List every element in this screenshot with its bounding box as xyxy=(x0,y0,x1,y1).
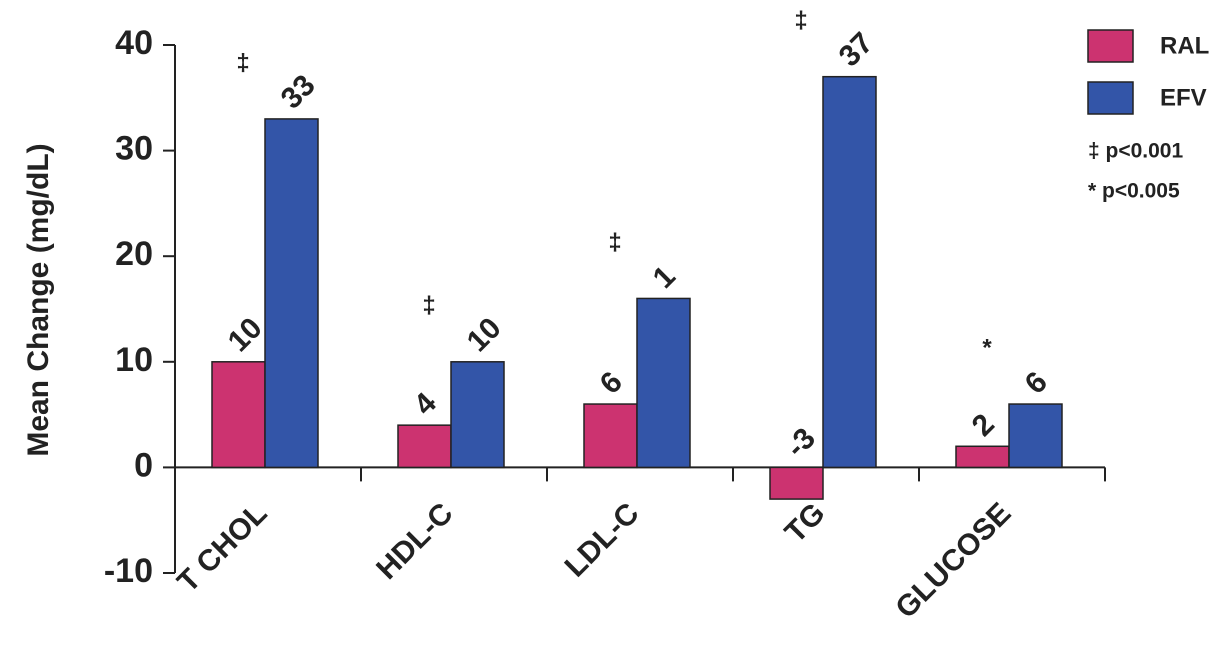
bar xyxy=(636,297,691,469)
y-tick-label: 10 xyxy=(115,341,153,379)
bar xyxy=(822,75,877,469)
significance-marker: ‡ xyxy=(608,229,621,256)
data-label: 10 xyxy=(222,311,269,358)
legend-label: EFV xyxy=(1160,84,1207,111)
y-tick-label: 0 xyxy=(134,446,153,484)
bar xyxy=(450,361,505,469)
x-tick-label: HDL-C xyxy=(370,497,459,586)
bar xyxy=(264,118,319,469)
x-tick-label: T CHOL xyxy=(171,497,273,599)
y-tick-label: 30 xyxy=(115,130,153,168)
significance-marker: ‡ xyxy=(794,7,807,34)
legend-swatch xyxy=(1087,29,1134,63)
y-tick-label: 20 xyxy=(115,235,153,273)
bar xyxy=(769,466,824,500)
legend-swatch xyxy=(1087,81,1134,115)
x-tick-label: LDL-C xyxy=(559,497,646,584)
y-axis-title: Mean Change (mg/dL) xyxy=(22,143,55,456)
data-label: 4 xyxy=(408,386,443,421)
data-label: 2 xyxy=(966,408,1001,443)
data-label: -3 xyxy=(780,422,822,464)
data-label: 6 xyxy=(594,365,629,400)
x-tick-label: GLUCOSE xyxy=(889,497,1017,625)
data-label: 37 xyxy=(833,26,880,73)
legend-note: * p<0.005 xyxy=(1088,180,1180,203)
y-tick-label: -10 xyxy=(104,552,153,590)
bar xyxy=(397,424,452,469)
significance-marker: ‡ xyxy=(422,292,435,319)
y-tick-label: 40 xyxy=(115,24,153,62)
bar xyxy=(955,445,1010,469)
legend-label: RAL xyxy=(1160,32,1209,59)
x-tick-label: TG xyxy=(779,497,832,550)
significance-marker: ‡ xyxy=(236,49,249,76)
legend-note: ‡ p<0.001 xyxy=(1088,140,1183,163)
bar xyxy=(1008,403,1063,469)
data-label: 33 xyxy=(275,69,322,116)
data-label: 6 xyxy=(1019,365,1054,400)
bar xyxy=(211,361,266,469)
data-label: 10 xyxy=(461,311,508,358)
bar xyxy=(583,403,638,469)
significance-marker: * xyxy=(982,334,992,361)
data-label: 1 xyxy=(647,260,682,295)
